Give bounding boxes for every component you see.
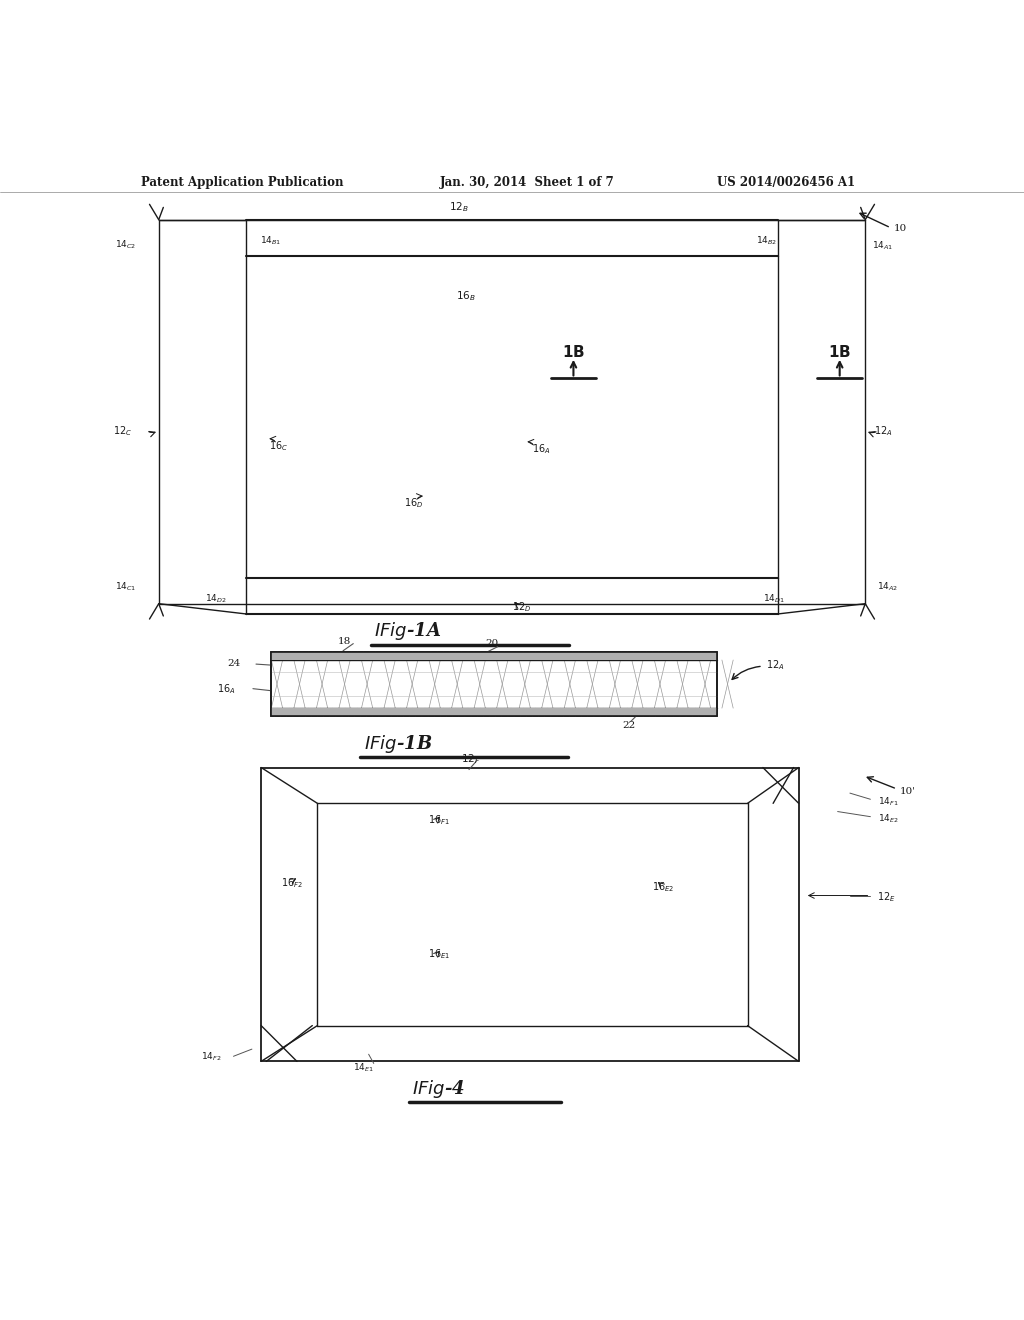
Text: $14_{F1}$: $14_{F1}$ xyxy=(878,795,898,808)
Text: 10': 10' xyxy=(900,787,916,796)
Text: $14_{C1}$: $14_{C1}$ xyxy=(115,579,136,593)
Text: $12_B$: $12_B$ xyxy=(449,201,468,214)
Text: $\mathit{IFig}$-4: $\mathit{IFig}$-4 xyxy=(412,1078,465,1100)
Bar xyxy=(271,652,717,660)
Text: 10: 10 xyxy=(894,224,907,234)
Text: Jan. 30, 2014  Sheet 1 of 7: Jan. 30, 2014 Sheet 1 of 7 xyxy=(440,177,615,189)
Text: $14_{B1}$: $14_{B1}$ xyxy=(260,235,282,247)
Text: $16_{F2}$: $16_{F2}$ xyxy=(281,876,302,890)
Text: $12_A$: $12_A$ xyxy=(766,659,784,672)
Bar xyxy=(271,652,717,717)
Text: $12_F$: $12_F$ xyxy=(461,752,480,766)
Text: $14_{C2}$: $14_{C2}$ xyxy=(115,238,136,251)
Text: $16_B$: $16_B$ xyxy=(456,289,475,304)
Text: $\mathbf{1B}$: $\mathbf{1B}$ xyxy=(562,343,585,360)
Text: US 2014/0026456 A1: US 2014/0026456 A1 xyxy=(717,177,855,189)
Text: $14_{A1}$: $14_{A1}$ xyxy=(872,239,894,252)
Text: $16_A$: $16_A$ xyxy=(217,681,236,696)
Text: $14_{E1}$: $14_{E1}$ xyxy=(353,1061,375,1073)
Text: $16_C$: $16_C$ xyxy=(269,440,289,453)
Text: $16_{F1}$: $16_{F1}$ xyxy=(428,813,451,826)
Text: 18: 18 xyxy=(338,638,351,645)
Text: $14_{D1}$: $14_{D1}$ xyxy=(763,593,784,605)
Text: $14_{D2}$: $14_{D2}$ xyxy=(205,593,226,605)
Text: 22: 22 xyxy=(623,721,636,730)
Text: $\mathit{IFig}$-1A: $\mathit{IFig}$-1A xyxy=(374,620,441,643)
Bar xyxy=(271,652,717,717)
Text: 20: 20 xyxy=(485,639,499,648)
Text: $14_{A2}$: $14_{A2}$ xyxy=(877,579,898,593)
Text: $16_A$: $16_A$ xyxy=(532,442,551,455)
Text: $12_E$: $12_E$ xyxy=(877,891,895,904)
Text: $12_A$: $12_A$ xyxy=(874,424,893,437)
Text: 24: 24 xyxy=(227,659,241,668)
Text: $\mathit{IFig}$-1B: $\mathit{IFig}$-1B xyxy=(364,733,432,755)
Text: $14_{B2}$: $14_{B2}$ xyxy=(756,235,777,247)
Bar xyxy=(271,708,717,717)
Text: $16_{E1}$: $16_{E1}$ xyxy=(428,946,451,961)
Text: $12_D$: $12_D$ xyxy=(512,599,531,614)
Text: $16_{E2}$: $16_{E2}$ xyxy=(652,880,675,894)
Text: $\mathbf{1B}$: $\mathbf{1B}$ xyxy=(828,343,851,360)
Text: $14_{E2}$: $14_{E2}$ xyxy=(878,813,898,825)
Text: $16_D$: $16_D$ xyxy=(404,496,424,511)
Text: Patent Application Publication: Patent Application Publication xyxy=(141,177,344,189)
Text: $12_C$: $12_C$ xyxy=(113,424,132,437)
Text: $14_{F2}$: $14_{F2}$ xyxy=(201,1049,221,1063)
